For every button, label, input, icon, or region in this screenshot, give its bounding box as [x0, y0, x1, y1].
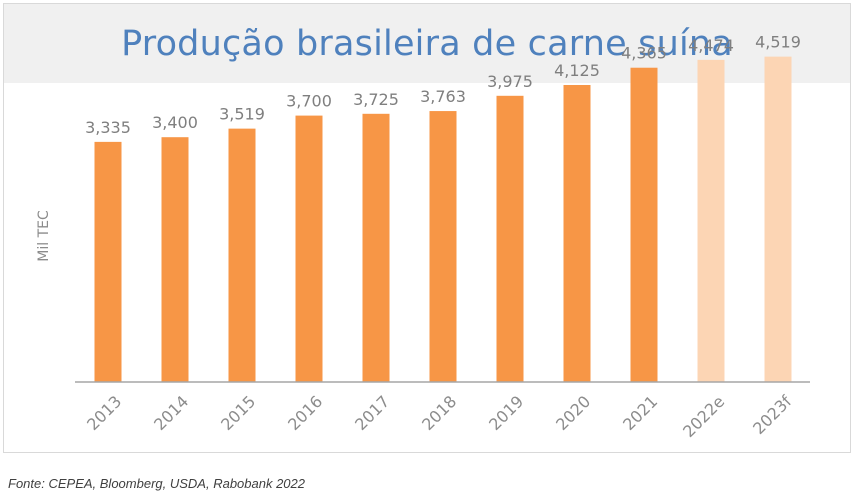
x-tick-2013: 2013	[83, 392, 125, 434]
bar-2023f	[764, 56, 792, 383]
bar-2022e	[697, 59, 725, 382]
bar-2016	[295, 115, 323, 382]
chart-title: Produção brasileira de carne suína	[121, 23, 733, 64]
value-label-2014: 3,400	[152, 113, 198, 132]
bar-2013	[94, 141, 122, 382]
x-tick-2020: 2020	[552, 392, 594, 434]
value-label-2015: 3,519	[219, 105, 265, 124]
title-bar: Produção brasileira de carne suína	[4, 4, 850, 83]
bar-2020	[563, 85, 591, 382]
x-tick-2022e: 2022e	[679, 392, 728, 441]
value-label-2022e: 4,474	[688, 36, 734, 55]
x-tick-2016: 2016	[284, 392, 326, 434]
value-label-2016: 3,700	[286, 92, 332, 111]
x-tick-2017: 2017	[351, 392, 393, 434]
value-label-2020: 4,125	[554, 61, 600, 80]
bar-2017	[362, 113, 390, 383]
value-label-2019: 3,975	[487, 72, 533, 91]
x-tick-2014: 2014	[150, 392, 192, 434]
source-note: Fonte: CEPEA, Bloomberg, USDA, Rabobank …	[8, 476, 305, 491]
value-label-2017: 3,725	[353, 90, 399, 109]
value-label-2013: 3,335	[85, 118, 131, 137]
bar-2015	[228, 128, 256, 382]
x-tick-2019: 2019	[485, 392, 527, 434]
x-tick-2023f: 2023f	[749, 392, 795, 438]
bar-2018	[429, 111, 457, 383]
value-label-2021: 4,365	[621, 44, 667, 63]
bar-2019	[496, 95, 524, 383]
value-label-2023f: 4,519	[755, 33, 801, 52]
bar-2021	[630, 67, 658, 382]
x-tick-2015: 2015	[217, 392, 259, 434]
x-tick-2018: 2018	[418, 392, 460, 434]
bar-2014	[161, 137, 189, 382]
x-tick-2021: 2021	[619, 392, 661, 434]
y-axis-label: Mil TEC	[36, 210, 52, 262]
value-label-2018: 3,763	[420, 87, 466, 106]
